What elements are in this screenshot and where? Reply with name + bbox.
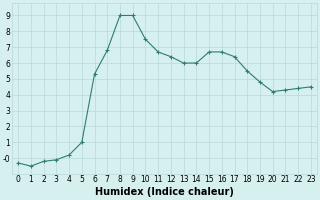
X-axis label: Humidex (Indice chaleur): Humidex (Indice chaleur): [95, 187, 234, 197]
